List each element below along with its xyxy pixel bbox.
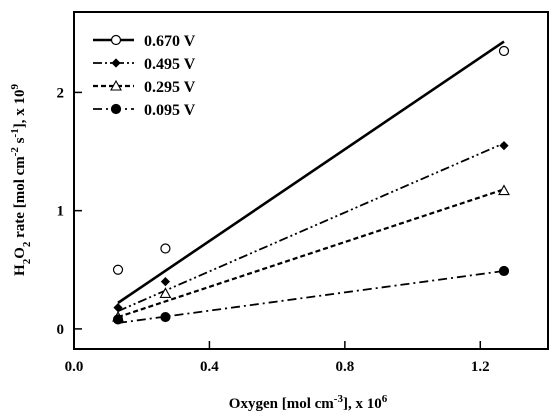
y-axis-title-c: rate [mol cm <box>12 156 28 242</box>
legend-marker-2 <box>110 79 122 91</box>
y-axis-title-sup3: 9 <box>9 84 21 90</box>
y-axis-title-a: H <box>12 264 28 276</box>
x-axis-title-sup1: -3 <box>334 393 344 405</box>
legend-label-3: 0.095 V <box>144 102 196 119</box>
legend-marker-3 <box>110 103 122 115</box>
plot-frame <box>73 11 549 350</box>
axis-ticks: 0.0 0.4 0.8 1.2 0 1 2 <box>57 85 490 375</box>
legend-label-0: 0.670 V <box>144 33 196 50</box>
y-tick-label: 0 <box>57 322 65 338</box>
x-tick-label: 1.2 <box>471 359 490 375</box>
x-tick-label: 0.4 <box>200 359 219 375</box>
y-axis-title: H2O2 rate [mol cm-2 s-1], x 109 <box>9 84 33 276</box>
fit-line-3 <box>117 270 505 324</box>
y-axis-title-sub2: 2 <box>21 241 33 247</box>
x-axis-title-main: Oxygen [mol cm <box>229 396 334 412</box>
point-s3-1 <box>160 311 171 323</box>
point-s0-1 <box>160 243 171 254</box>
point-s1-2 <box>499 141 509 151</box>
legend-marker-1 <box>111 58 121 68</box>
point-s3-0 <box>112 314 124 325</box>
data-points <box>112 45 510 325</box>
point-s0-2 <box>498 45 510 57</box>
y-axis-title-sup2: -1 <box>9 128 21 137</box>
fit-line-2 <box>117 188 505 319</box>
point-s2-2 <box>498 184 510 196</box>
x-tick-label: 0.8 <box>335 359 354 375</box>
x-axis-title-tail: ], x 10 <box>343 396 382 412</box>
fit-lines <box>117 40 505 324</box>
y-tick-label: 2 <box>57 85 65 101</box>
fit-line-0 <box>117 40 505 304</box>
y-axis-title-sub: 2 <box>21 258 33 264</box>
y-axis-title-b: O <box>12 247 28 259</box>
point-s1-0 <box>113 303 123 313</box>
legend-label-1: 0.495 V <box>144 56 196 73</box>
point-s1-1 <box>160 277 171 287</box>
legend-label-2: 0.295 V <box>144 79 196 96</box>
y-tick-label: 1 <box>57 204 65 220</box>
y-axis-title-sup1: -2 <box>9 147 21 157</box>
point-s3-2 <box>498 265 510 277</box>
fit-line-1 <box>117 142 505 312</box>
x-axis-title-sup2: 6 <box>382 393 388 405</box>
legend: 0.670 V 0.495 V 0.295 V 0.095 V <box>93 33 196 119</box>
x-axis-title: Oxygen [mol cm-3], x 106 <box>229 393 388 412</box>
y-axis-title-e: ], x 10 <box>12 90 28 129</box>
point-s2-1 <box>159 287 172 298</box>
x-tick-label: 0.0 <box>65 359 84 375</box>
legend-marker-0 <box>110 34 122 46</box>
y-axis-title-d: s <box>12 137 28 147</box>
point-s0-0 <box>112 264 124 275</box>
